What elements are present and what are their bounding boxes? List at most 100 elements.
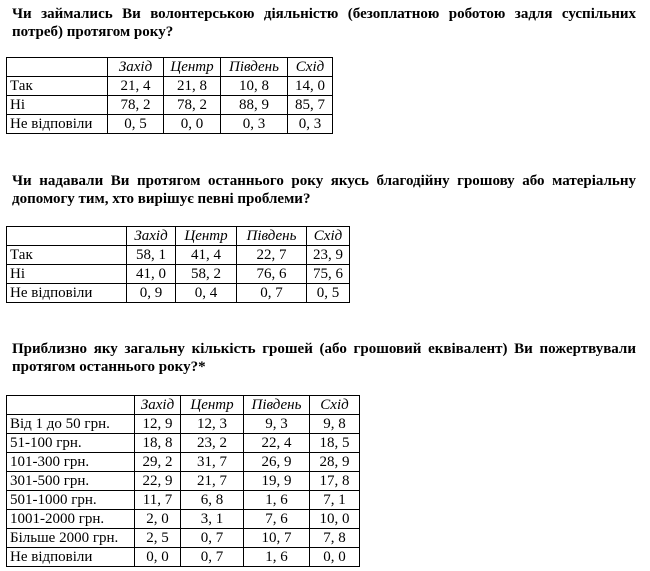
value-cell: 1, 6 [243,547,310,567]
value-cell: 0, 5 [306,283,350,303]
value-cell: 23, 9 [306,245,350,265]
row-label: Від 1 до 50 грн. [6,414,135,434]
value-cell: 31, 7 [180,452,244,472]
value-cell: 3, 1 [180,509,244,529]
value-cell: 28, 9 [309,452,360,472]
value-cell: 0, 0 [134,547,181,567]
column-header: Південь [220,57,288,77]
value-cell: 7, 8 [309,528,360,548]
table-row: Більше 2000 грн. 2, 5 0, 7 10, 7 7, 8 [6,528,360,548]
value-cell: 9, 8 [309,414,360,434]
value-cell: 85, 7 [287,95,333,115]
row-label: Не відповіли [6,547,135,567]
header-row: Захід Центр Південь Схід [6,395,360,415]
value-cell: 0, 5 [107,114,164,134]
value-cell: 0, 7 [180,547,244,567]
value-cell: 76, 6 [236,264,307,284]
header-row: Захід Центр Південь Схід [6,226,350,246]
value-cell: 2, 0 [134,509,181,529]
table-row: Так 21, 4 21, 8 10, 8 14, 0 [6,76,333,96]
value-cell: 11, 7 [134,490,181,510]
value-cell: 58, 2 [175,264,237,284]
column-header: Захід [126,226,176,246]
question-volunteering: Чи займались Ви волонтерською діяльністю… [12,6,636,40]
value-cell: 0, 3 [287,114,333,134]
value-cell: 10, 0 [309,509,360,529]
column-header: Захід [107,57,164,77]
column-header: Центр [180,395,244,415]
value-cell: 0, 7 [236,283,307,303]
question-donation-amount: Приблизно яку загальну кількість грошей … [12,341,636,375]
table-row: Ні 78, 2 78, 2 88, 9 85, 7 [6,95,333,115]
question-charity-help: Чи надавали Ви протягом останнього року … [12,173,636,207]
value-cell: 2, 5 [134,528,181,548]
value-cell: 22, 9 [134,471,181,491]
table-row: Не відповіли 0, 0 0, 7 1, 6 0, 0 [6,547,360,567]
row-label: Не відповіли [6,114,108,134]
value-cell: 0, 9 [126,283,176,303]
value-cell: 75, 6 [306,264,350,284]
table-row: 51-100 грн. 18, 8 23, 2 22, 4 18, 5 [6,433,360,453]
value-cell: 0, 0 [309,547,360,567]
row-label: 501-1000 грн. [6,490,135,510]
column-header: Південь [243,395,310,415]
table-row: Не відповіли 0, 9 0, 4 0, 7 0, 5 [6,283,350,303]
value-cell: 1, 6 [243,490,310,510]
row-label: 101-300 грн. [6,452,135,472]
value-cell: 12, 3 [180,414,244,434]
column-header: Захід [134,395,181,415]
value-cell: 78, 2 [163,95,221,115]
value-cell: 10, 7 [243,528,310,548]
value-cell: 7, 1 [309,490,360,510]
column-header: Центр [163,57,221,77]
value-cell: 0, 3 [220,114,288,134]
row-label: Так [6,76,108,96]
empty-header-cell [6,395,135,415]
table-row: 301-500 грн. 22, 9 21, 7 19, 9 17, 8 [6,471,360,491]
column-header: Схід [309,395,360,415]
value-cell: 18, 8 [134,433,181,453]
value-cell: 0, 7 [180,528,244,548]
row-label: Не відповіли [6,283,127,303]
table-row: 101-300 грн. 29, 2 31, 7 26, 9 28, 9 [6,452,360,472]
value-cell: 18, 5 [309,433,360,453]
empty-header-cell [6,57,108,77]
value-cell: 29, 2 [134,452,181,472]
row-label: Так [6,245,127,265]
column-header: Південь [236,226,307,246]
value-cell: 17, 8 [309,471,360,491]
table-row: Ні 41, 0 58, 2 76, 6 75, 6 [6,264,350,284]
value-cell: 41, 0 [126,264,176,284]
column-header: Центр [175,226,237,246]
value-cell: 0, 0 [163,114,221,134]
value-cell: 78, 2 [107,95,164,115]
value-cell: 12, 9 [134,414,181,434]
value-cell: 0, 4 [175,283,237,303]
value-cell: 21, 7 [180,471,244,491]
row-label: Ні [6,95,108,115]
value-cell: 21, 4 [107,76,164,96]
value-cell: 9, 3 [243,414,310,434]
value-cell: 10, 8 [220,76,288,96]
value-cell: 23, 2 [180,433,244,453]
column-header: Схід [287,57,333,77]
table-row: Так 58, 1 41, 4 22, 7 23, 9 [6,245,350,265]
value-cell: 19, 9 [243,471,310,491]
table-donation-amount: Захід Центр Південь Схід Від 1 до 50 грн. 12,… [6,395,360,567]
column-header: Схід [306,226,350,246]
value-cell: 88, 9 [220,95,288,115]
value-cell: 21, 8 [163,76,221,96]
table-row: Не відповіли 0, 5 0, 0 0, 3 0, 3 [6,114,333,134]
row-label: 51-100 грн. [6,433,135,453]
value-cell: 6, 8 [180,490,244,510]
row-label: 301-500 грн. [6,471,135,491]
value-cell: 7, 6 [243,509,310,529]
table-row: 1001-2000 грн. 2, 0 3, 1 7, 6 10, 0 [6,509,360,529]
row-label: Ні [6,264,127,284]
table-row: 501-1000 грн. 11, 7 6, 8 1, 6 7, 1 [6,490,360,510]
row-label: 1001-2000 грн. [6,509,135,529]
value-cell: 58, 1 [126,245,176,265]
table-row: Від 1 до 50 грн. 12, 9 12, 3 9, 3 9, 8 [6,414,360,434]
